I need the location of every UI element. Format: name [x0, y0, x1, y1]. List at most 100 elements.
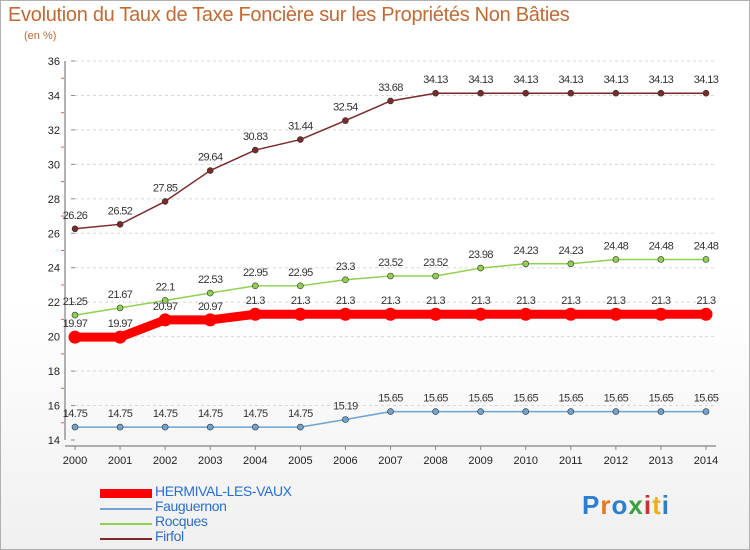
data-labels: 19.97 19.97 20.97 20.97 21.3 21.3 21.3 21.3 21.3…: [63, 74, 720, 420]
data-label: 21.3: [561, 295, 580, 307]
data-point: [702, 89, 710, 97]
data-label: 21.67: [108, 289, 133, 301]
data-point: [654, 307, 668, 321]
data-point: [71, 423, 79, 431]
data-point: [113, 330, 127, 344]
data-point: [203, 313, 217, 327]
data-label: 22.1: [156, 281, 175, 293]
data-label: 21.3: [426, 295, 445, 307]
data-label: 15.65: [604, 393, 629, 405]
data-label: 14.75: [288, 408, 313, 420]
data-label: 15.65: [559, 393, 584, 405]
data-label: 15.65: [468, 393, 493, 405]
legend-swatch: [100, 538, 152, 540]
data-label: 23.3: [336, 261, 355, 273]
data-point: [338, 307, 352, 321]
data-point: [477, 89, 484, 97]
data-label: 21.3: [606, 295, 625, 307]
y-tick-label: 16: [48, 401, 60, 413]
data-point: [251, 146, 259, 154]
data-label: 21.3: [471, 295, 490, 307]
data-point: [116, 423, 124, 431]
data-point: [432, 89, 439, 97]
data-point: [297, 423, 304, 431]
data-point: [702, 256, 710, 263]
data-label: 26.52: [108, 205, 133, 217]
data-point: [477, 408, 484, 415]
data-label: 15.65: [694, 393, 719, 405]
data-point: [474, 307, 488, 321]
data-label: 22.53: [198, 274, 223, 286]
data-point: [161, 297, 169, 304]
y-tick-label: 24: [48, 263, 60, 275]
data-label: 21.3: [291, 295, 310, 307]
data-point: [297, 282, 304, 290]
data-label: 24.23: [513, 245, 538, 257]
data-label: 30.83: [243, 131, 268, 143]
data-point: [387, 272, 394, 280]
data-point: [161, 198, 169, 205]
data-label: 34.13: [694, 74, 719, 86]
data-label: 21.3: [381, 295, 400, 307]
x-tick-label: 2010: [513, 455, 537, 467]
data-point: [609, 307, 623, 321]
x-tick-label: 2002: [153, 455, 177, 467]
data-point: [384, 307, 397, 321]
data-label: 20.97: [198, 301, 223, 313]
data-label: 33.68: [378, 82, 403, 94]
legend-label: Rocques: [155, 513, 208, 529]
data-label: 34.13: [649, 74, 674, 86]
data-point: [519, 307, 533, 321]
data-label: 27.85: [153, 182, 178, 194]
x-tick-label: 2007: [378, 455, 402, 467]
y-tick-label: 20: [48, 332, 60, 344]
data-label: 34.13: [604, 74, 629, 86]
y-tick-label: 30: [48, 159, 60, 171]
axes: 14 16 18 20 22 24 26 28 30 32 34 36 2000 2001 2002 2003…: [48, 56, 718, 467]
data-label: 21.3: [336, 295, 355, 307]
y-tick-label: 36: [48, 56, 60, 68]
data-label: 34.13: [559, 74, 584, 86]
data-label: 31.44: [288, 121, 313, 133]
y-tick-label: 18: [48, 366, 60, 378]
data-label: 14.75: [63, 408, 88, 420]
series-group: [68, 89, 713, 431]
x-tick-label: 2012: [604, 455, 628, 467]
data-point: [342, 276, 349, 284]
data-label: 34.13: [423, 74, 448, 86]
data-point: [429, 307, 443, 321]
legend-label: Firfol: [155, 528, 184, 544]
data-label: 34.13: [513, 74, 538, 86]
x-tick-label: 2008: [423, 455, 447, 467]
data-label: 20.97: [153, 301, 178, 313]
data-point: [567, 89, 575, 97]
legend-swatch: [100, 523, 152, 525]
data-label: 19.97: [108, 318, 133, 330]
legend-label: HERMIVAL-LES-VAUX: [155, 483, 292, 499]
data-label: 21.3: [516, 295, 535, 307]
x-tick-label: 2006: [333, 455, 357, 467]
y-tick-label: 14: [48, 435, 60, 447]
data-point: [567, 260, 575, 268]
y-tick-label: 22: [48, 297, 60, 309]
data-label: 29.64: [198, 152, 223, 164]
data-label: 14.75: [243, 408, 268, 420]
data-point: [522, 408, 530, 415]
data-point: [68, 330, 82, 344]
data-point: [477, 264, 484, 272]
data-point: [251, 282, 259, 290]
data-point: [248, 307, 262, 321]
legend-swatch: [100, 489, 152, 498]
data-point: [699, 307, 713, 321]
x-tick-label: 2013: [649, 455, 673, 467]
data-label: 24.23: [559, 245, 584, 257]
data-point: [116, 221, 124, 228]
x-tick-label: 2000: [63, 455, 87, 467]
data-label: 23.52: [378, 257, 403, 269]
data-point: [432, 272, 439, 280]
data-label: 14.75: [153, 408, 178, 420]
data-label: 21.3: [696, 295, 715, 307]
data-point: [206, 289, 214, 297]
data-label: 15.19: [333, 400, 358, 412]
